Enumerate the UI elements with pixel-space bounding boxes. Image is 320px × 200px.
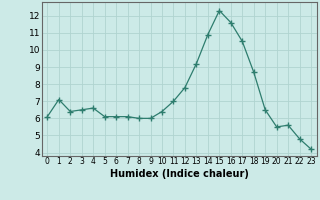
X-axis label: Humidex (Indice chaleur): Humidex (Indice chaleur) bbox=[110, 169, 249, 179]
